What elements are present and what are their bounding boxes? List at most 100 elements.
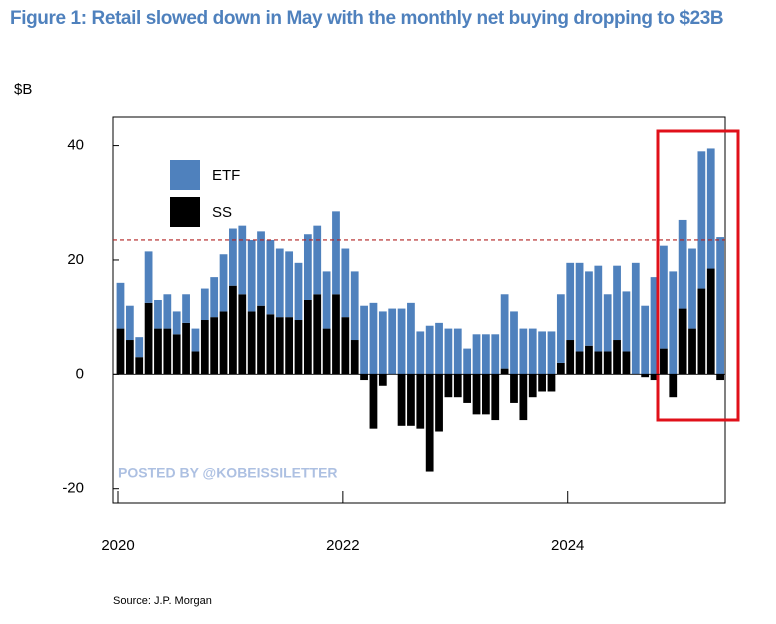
bar-segment xyxy=(613,340,621,375)
bar-segment xyxy=(116,282,125,329)
bar-segment xyxy=(285,317,294,375)
bar-segment xyxy=(453,328,462,375)
bar-segment xyxy=(322,328,331,375)
bar-segment xyxy=(303,234,312,300)
bar-segment xyxy=(238,294,247,375)
bar-segment xyxy=(332,211,340,295)
bar-segment xyxy=(407,302,415,375)
bar-segment xyxy=(622,291,631,352)
bar-segment xyxy=(322,271,331,329)
bar-segment xyxy=(266,314,275,375)
bar-segment xyxy=(294,262,303,321)
bar-segment xyxy=(678,308,687,375)
bar-segment xyxy=(706,148,715,269)
bar-segment xyxy=(500,294,509,369)
bar-segment xyxy=(360,374,368,381)
bar-segment xyxy=(425,325,434,375)
bar-segment xyxy=(182,322,190,375)
bar-segment xyxy=(660,245,668,349)
bar-segment xyxy=(435,374,443,432)
bar-segment xyxy=(238,225,247,295)
bar-segment xyxy=(247,311,256,375)
bar-segment xyxy=(210,317,219,375)
bar-segment xyxy=(547,331,556,375)
bar-segment xyxy=(566,340,575,375)
bar-segment xyxy=(397,308,406,375)
bar-segment xyxy=(697,288,706,375)
bar-segment xyxy=(594,351,603,375)
bar-segment xyxy=(463,374,472,403)
bar-segment xyxy=(556,294,565,363)
bar-segment xyxy=(210,277,219,318)
bar-segment xyxy=(313,294,322,375)
bar-segment xyxy=(369,302,378,375)
bar-segment xyxy=(266,239,275,315)
bar-segment xyxy=(125,305,134,341)
bar-segment xyxy=(407,374,415,426)
bar-segment xyxy=(163,294,172,329)
bar-segment xyxy=(135,357,144,375)
bar-segment xyxy=(510,374,518,403)
bar-segment xyxy=(144,251,153,303)
bar-segment xyxy=(425,374,434,472)
bar-segment xyxy=(547,374,556,392)
legend-swatch xyxy=(170,160,200,190)
bar-segment xyxy=(388,308,397,375)
bar-segment xyxy=(144,302,153,375)
bar-segment xyxy=(519,374,528,421)
bar-segment xyxy=(341,248,350,318)
bar-segment xyxy=(257,231,265,306)
bar-segment xyxy=(519,328,528,375)
bar-segment xyxy=(482,334,490,375)
bar-segment xyxy=(397,374,406,426)
bar-segment xyxy=(444,374,453,398)
bar-segment xyxy=(585,271,593,346)
bar-segment xyxy=(660,348,668,375)
bar-segment xyxy=(229,285,237,375)
bar-segment xyxy=(200,320,209,375)
bar-segment xyxy=(491,374,500,421)
bar-segment xyxy=(275,317,284,375)
bar-segment xyxy=(594,265,603,352)
bar-segment xyxy=(303,299,312,375)
bar-segment xyxy=(350,271,359,341)
highlight-box xyxy=(656,129,740,422)
legend-label: SS xyxy=(212,204,232,221)
bar-segment xyxy=(219,311,228,375)
bar-segment xyxy=(472,334,481,375)
bar-segment xyxy=(435,322,443,375)
bar-segment xyxy=(678,219,687,309)
bar-segment xyxy=(191,328,200,352)
bar-segment xyxy=(275,248,284,318)
bar-segment xyxy=(716,237,724,375)
bar-segment xyxy=(613,265,621,341)
bar-segment xyxy=(444,328,453,375)
bar-segment xyxy=(163,328,172,375)
bar-segment xyxy=(172,311,181,335)
bar-segment xyxy=(257,305,265,375)
bar-segment xyxy=(669,271,678,375)
bar-segment xyxy=(125,340,134,375)
bar-segment xyxy=(697,151,706,289)
legend-label: ETF xyxy=(212,167,240,184)
y-unit: $B xyxy=(14,81,32,98)
bar-segment xyxy=(200,288,209,321)
bar-segment xyxy=(360,305,368,375)
bar-segment xyxy=(706,268,715,375)
x-tick-label: 2020 xyxy=(101,537,134,554)
bar-segment xyxy=(510,311,518,375)
bar-segment xyxy=(528,374,537,398)
bar-segment xyxy=(482,374,490,415)
plot-frame xyxy=(112,116,726,504)
bar-segment xyxy=(285,251,294,318)
bar-segment xyxy=(641,305,650,375)
bar-segment xyxy=(369,374,378,429)
y-tick-label: 0 xyxy=(76,365,84,382)
bar-segment xyxy=(135,337,144,358)
bar-segment xyxy=(154,299,162,329)
bar-segment xyxy=(219,254,228,312)
bar-segment xyxy=(416,374,425,429)
bar-segment xyxy=(416,331,425,375)
